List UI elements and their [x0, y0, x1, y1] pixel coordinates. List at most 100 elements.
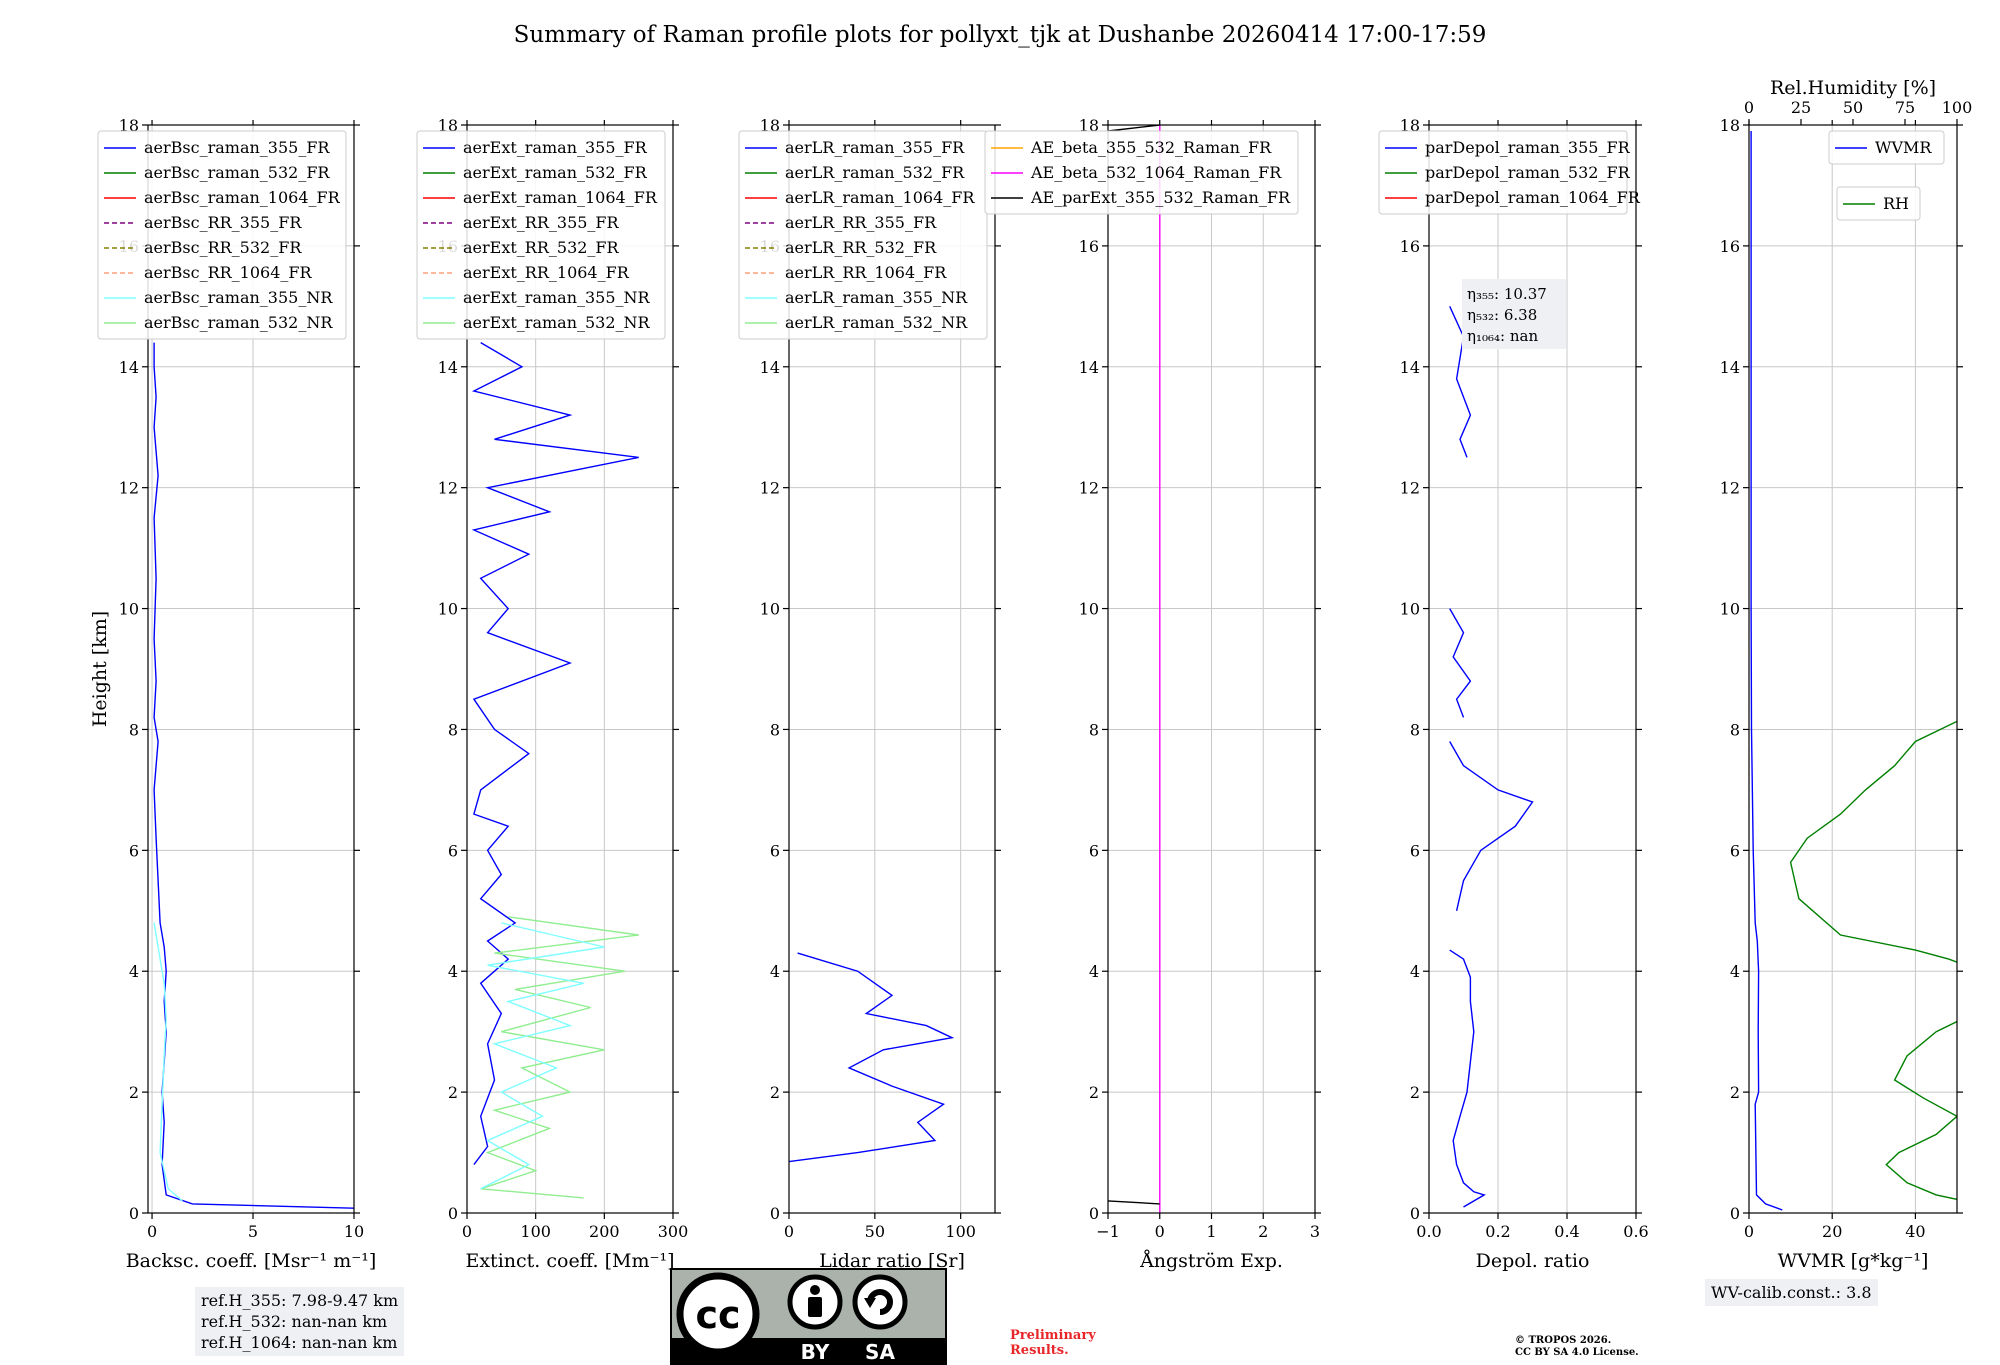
y-tick-label: 8 [770, 720, 780, 739]
series-group [153, 342, 354, 1209]
y-tick-label: 10 [1400, 600, 1420, 619]
series-AE_parExt_355_532_Raman_FR [1108, 1200, 1160, 1205]
x-tick-label: 1 [1206, 1222, 1216, 1241]
legend-box [1828, 130, 1945, 165]
legend-entry: aerExt_raman_355_NR [463, 288, 651, 307]
legend: WVMR [1828, 130, 1945, 165]
preliminary-results-note: Preliminary Results. [1010, 1328, 1096, 1358]
prelim-line-2: Results. [1010, 1343, 1069, 1358]
y-tick-label: 14 [1079, 358, 1099, 377]
legend: aerLR_raman_355_FR aerLR_raman_532_FR aerL… [738, 130, 988, 340]
y-tick-label: 18 [1400, 116, 1420, 135]
ref-height-info: ref.H_355: 7.98-9.47 km ref.H_532: nan-n… [195, 1287, 405, 1356]
y-tick-label: 0 [770, 1204, 780, 1223]
axes-frame [788, 124, 996, 1214]
legend-entry: RH [1883, 194, 1909, 213]
y-tick-label: 4 [1089, 962, 1099, 981]
x-tick-label: 0 [462, 1222, 472, 1241]
x-axis-label: Backsc. coeff. [Msr⁻¹ m⁻¹] [126, 1250, 377, 1272]
x-tick-label: 100 [520, 1222, 551, 1241]
y-tick-label: 12 [1400, 479, 1420, 498]
legend-entry: parDepol_raman_1064_FR [1425, 188, 1641, 207]
y-tick-label: 4 [1730, 962, 1740, 981]
y-tick-label: 16 [1400, 237, 1420, 256]
cc-sa-text: SA [865, 1340, 895, 1364]
legend-entry: aerLR_RR_355_FR [785, 213, 937, 232]
series-group [1449, 306, 1534, 1208]
axes-frame [1428, 124, 1637, 1214]
x-tick-label: 0.6 [1623, 1222, 1648, 1241]
legend-entry: aerExt_raman_532_FR [463, 163, 648, 182]
x-tick-label: 0.0 [1416, 1222, 1441, 1241]
series-aerBsc_raman_355_NR [153, 922, 183, 1202]
y-tick-label: 4 [129, 962, 139, 981]
legend-box [984, 130, 1299, 215]
top-x-tick-label: 75 [1895, 98, 1915, 117]
legend-entry: aerBsc_raman_355_FR [144, 138, 330, 157]
y-tick-label: 2 [129, 1083, 139, 1102]
legend: parDepol_raman_355_FR parDepol_raman_532_… [1378, 130, 1641, 215]
legend-entry: aerLR_RR_532_FR [785, 238, 937, 257]
y-tick-label: 18 [1079, 116, 1099, 135]
y-tick-label: 4 [770, 962, 780, 981]
y-tick-label: 0 [448, 1204, 458, 1223]
legend-entry: aerExt_raman_355_FR [463, 138, 648, 157]
copyright-line-2: CC BY SA 4.0 License. [1515, 1347, 1639, 1358]
legend-entry: parDepol_raman_355_FR [1425, 138, 1631, 157]
legend-entry: parDepol_raman_532_FR [1425, 163, 1631, 182]
y-tick-label: 14 [119, 358, 139, 377]
y-tick-label: 12 [1720, 479, 1740, 498]
legend: RH [1836, 186, 1921, 221]
y-tick-label: 8 [1089, 720, 1099, 739]
series-aerExt_raman_532_NR [480, 916, 639, 1199]
y-tick-label: 14 [760, 358, 780, 377]
legend-entry: aerBsc_RR_355_FR [144, 213, 302, 232]
axes-frame [1748, 124, 1958, 1214]
x-tick-label: 0.4 [1554, 1222, 1579, 1241]
y-tick-label: 18 [1720, 116, 1740, 135]
axes-frame [466, 124, 674, 1214]
y-tick-label: 6 [1089, 841, 1099, 860]
y-tick-label: 12 [760, 479, 780, 498]
top-x-tick-label: 100 [1942, 98, 1973, 117]
axes-frame [147, 124, 355, 1214]
legend-entry: aerLR_raman_1064_FR [785, 188, 975, 207]
legend: AE_beta_355_532_Raman_FR AE_beta_532_1064… [984, 130, 1299, 215]
legend-entry: aerExt_RR_532_FR [463, 238, 620, 257]
y-tick-label: 4 [448, 962, 458, 981]
y-tick-label: 18 [438, 116, 458, 135]
series-RH [1789, 720, 1957, 1201]
top-x-tick-label: 50 [1843, 98, 1863, 117]
ref-height-355: ref.H_355: 7.98-9.47 km [201, 1291, 399, 1310]
y-tick-label: 6 [1410, 841, 1420, 860]
y-tick-label: 14 [1400, 358, 1420, 377]
legend: aerExt_raman_355_FR aerExt_raman_532_FRae… [416, 130, 666, 340]
x-tick-label: 200 [589, 1222, 620, 1241]
legend-entry: aerLR_raman_355_NR [785, 288, 968, 307]
cc-by-sa-license-badge: cc BY SA [670, 1268, 947, 1365]
legend-entry: aerBsc_raman_1064_FR [144, 188, 341, 207]
y-tick-label: 2 [1730, 1083, 1740, 1102]
y-tick-label: 0 [1089, 1204, 1099, 1223]
wv-calib-const: WV-calib.const.: 3.8 [1711, 1283, 1872, 1302]
annotation-line: η₃₅₅: 10.37 [1467, 285, 1547, 303]
legend-entry: aerExt_raman_532_NR [463, 313, 651, 332]
series-aerLR_raman_355_FR [789, 952, 955, 1163]
figure-title: Summary of Raman profile plots for polly… [513, 22, 1487, 48]
series-parDepol_raman_355_FR [1449, 949, 1486, 1208]
series-aerBsc_raman_355_FR [153, 342, 354, 1209]
y-tick-label: 10 [119, 600, 139, 619]
legend-entry: AE_beta_355_532_Raman_FR [1030, 138, 1272, 157]
x-axis-label: Lidar ratio [Sr] [819, 1250, 965, 1272]
y-tick-label: 2 [1089, 1083, 1099, 1102]
y-tick-label: 6 [448, 841, 458, 860]
top-x-axis-label: Rel.Humidity [%] [1770, 77, 1936, 99]
y-tick-label: 10 [1079, 600, 1099, 619]
y-tick-label: 0 [129, 1204, 139, 1223]
legend-box [1378, 130, 1628, 215]
legend-box [416, 130, 666, 340]
x-tick-label: 300 [658, 1222, 689, 1241]
x-tick-label: 20 [1822, 1222, 1842, 1241]
y-tick-label: 10 [1720, 600, 1740, 619]
